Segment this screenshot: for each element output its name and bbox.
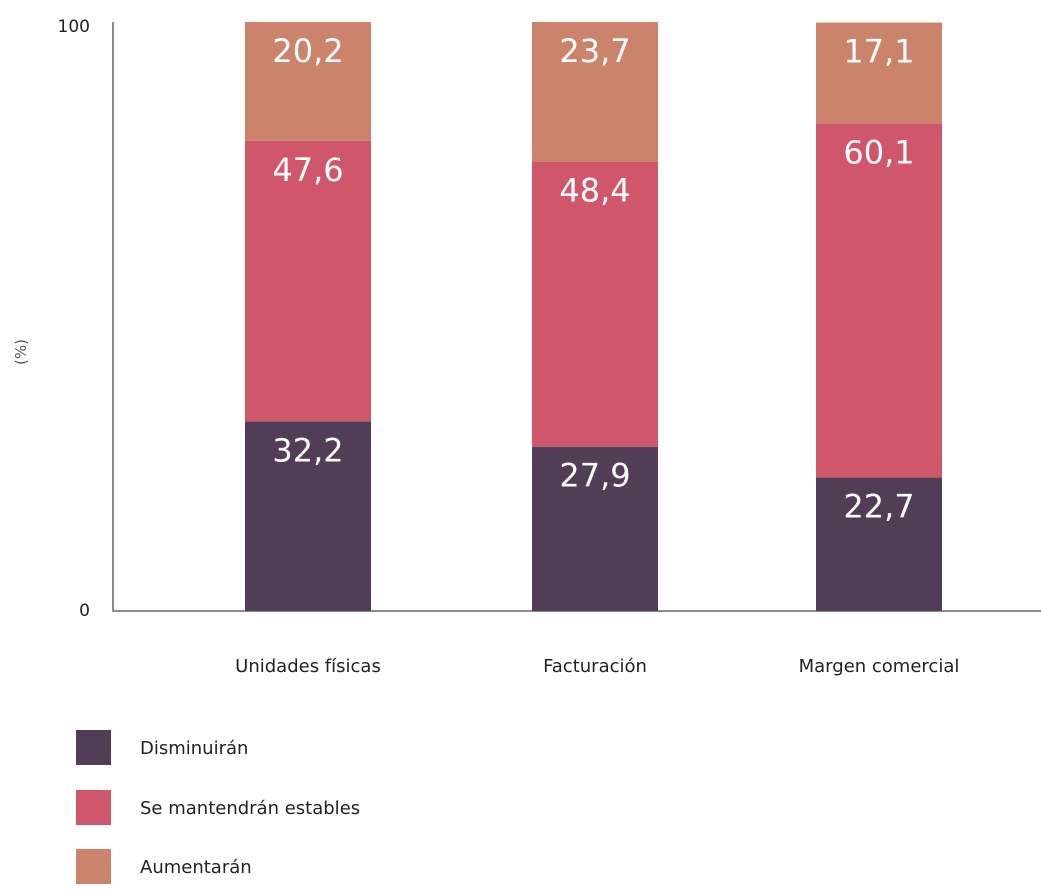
x-tick-label: Facturación	[543, 656, 647, 677]
category-labels: Unidades físicas Facturación Margen comerc…	[235, 656, 959, 677]
bars: 32,2 47,6 20,2 27,9 48,4 23,7 22,7 60,1 17,1	[245, 22, 942, 611]
legend-swatch	[76, 790, 111, 825]
data-label: 32,2	[272, 431, 343, 469]
bar-segment	[532, 446, 658, 611]
bar-segment	[245, 22, 371, 141]
data-label: 17,1	[843, 33, 914, 71]
data-label: 47,6	[272, 151, 343, 189]
legend-swatch	[76, 849, 111, 884]
legend: Disminuirán Se mantendrán estables Aumenta…	[76, 730, 360, 884]
data-label: 48,4	[559, 172, 630, 210]
y-axis-label: (%)	[12, 339, 30, 365]
y-tick-label-min: 0	[79, 601, 90, 621]
legend-label: Aumentarán	[140, 857, 252, 878]
legend-label: Se mantendrán estables	[140, 798, 360, 819]
legend-label: Disminuirán	[140, 738, 248, 759]
bar-segment	[816, 22, 942, 124]
x-tick-label: Margen comercial	[799, 656, 960, 677]
y-tick-label-max: 100	[58, 17, 90, 37]
data-label: 27,9	[559, 457, 630, 495]
legend-swatch	[76, 730, 111, 765]
bar-segment	[816, 477, 942, 611]
data-label: 23,7	[559, 32, 630, 70]
data-label: 22,7	[843, 487, 914, 525]
bar-segment	[816, 123, 942, 478]
bar-segment	[245, 421, 371, 611]
bar-segment	[245, 140, 371, 422]
x-tick-label: Unidades físicas	[235, 656, 381, 677]
data-label: 60,1	[843, 133, 914, 171]
data-label: 20,2	[272, 32, 343, 70]
bar-segment	[532, 22, 658, 162]
bar-segment	[532, 161, 658, 447]
